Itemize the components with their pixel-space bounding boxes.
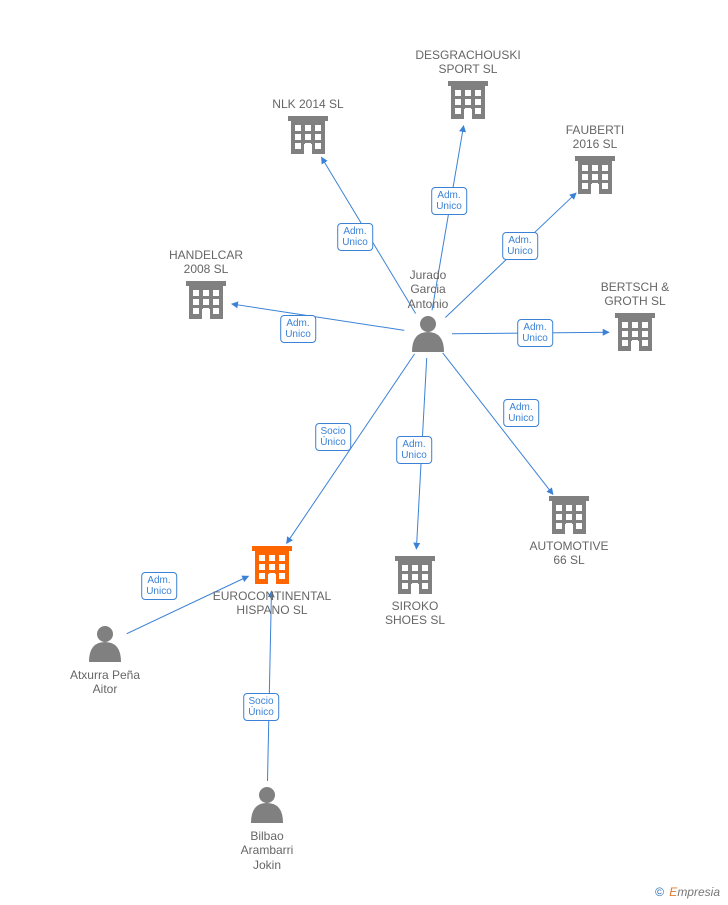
edge <box>232 304 405 330</box>
person-icon <box>251 787 283 823</box>
copyright-symbol: © <box>655 885 664 899</box>
edge <box>443 353 553 495</box>
edge <box>432 126 464 311</box>
edge <box>287 354 415 544</box>
brand-rest: mpresia <box>677 885 720 899</box>
edge <box>321 157 415 313</box>
building-icon <box>615 313 655 351</box>
building-icon <box>186 281 226 319</box>
building-icon <box>549 496 589 534</box>
building-icon <box>252 546 292 584</box>
edge <box>445 193 576 318</box>
edge <box>267 591 271 781</box>
edge <box>416 358 426 549</box>
building-icon <box>288 116 328 154</box>
building-icon <box>448 81 488 119</box>
person-icon <box>89 626 121 662</box>
person-icon <box>412 316 444 352</box>
edge <box>127 576 249 634</box>
building-icon <box>575 156 615 194</box>
copyright: © Empresia <box>655 885 720 899</box>
edge <box>452 332 609 334</box>
diagram-canvas <box>0 0 728 905</box>
building-icon <box>395 556 435 594</box>
